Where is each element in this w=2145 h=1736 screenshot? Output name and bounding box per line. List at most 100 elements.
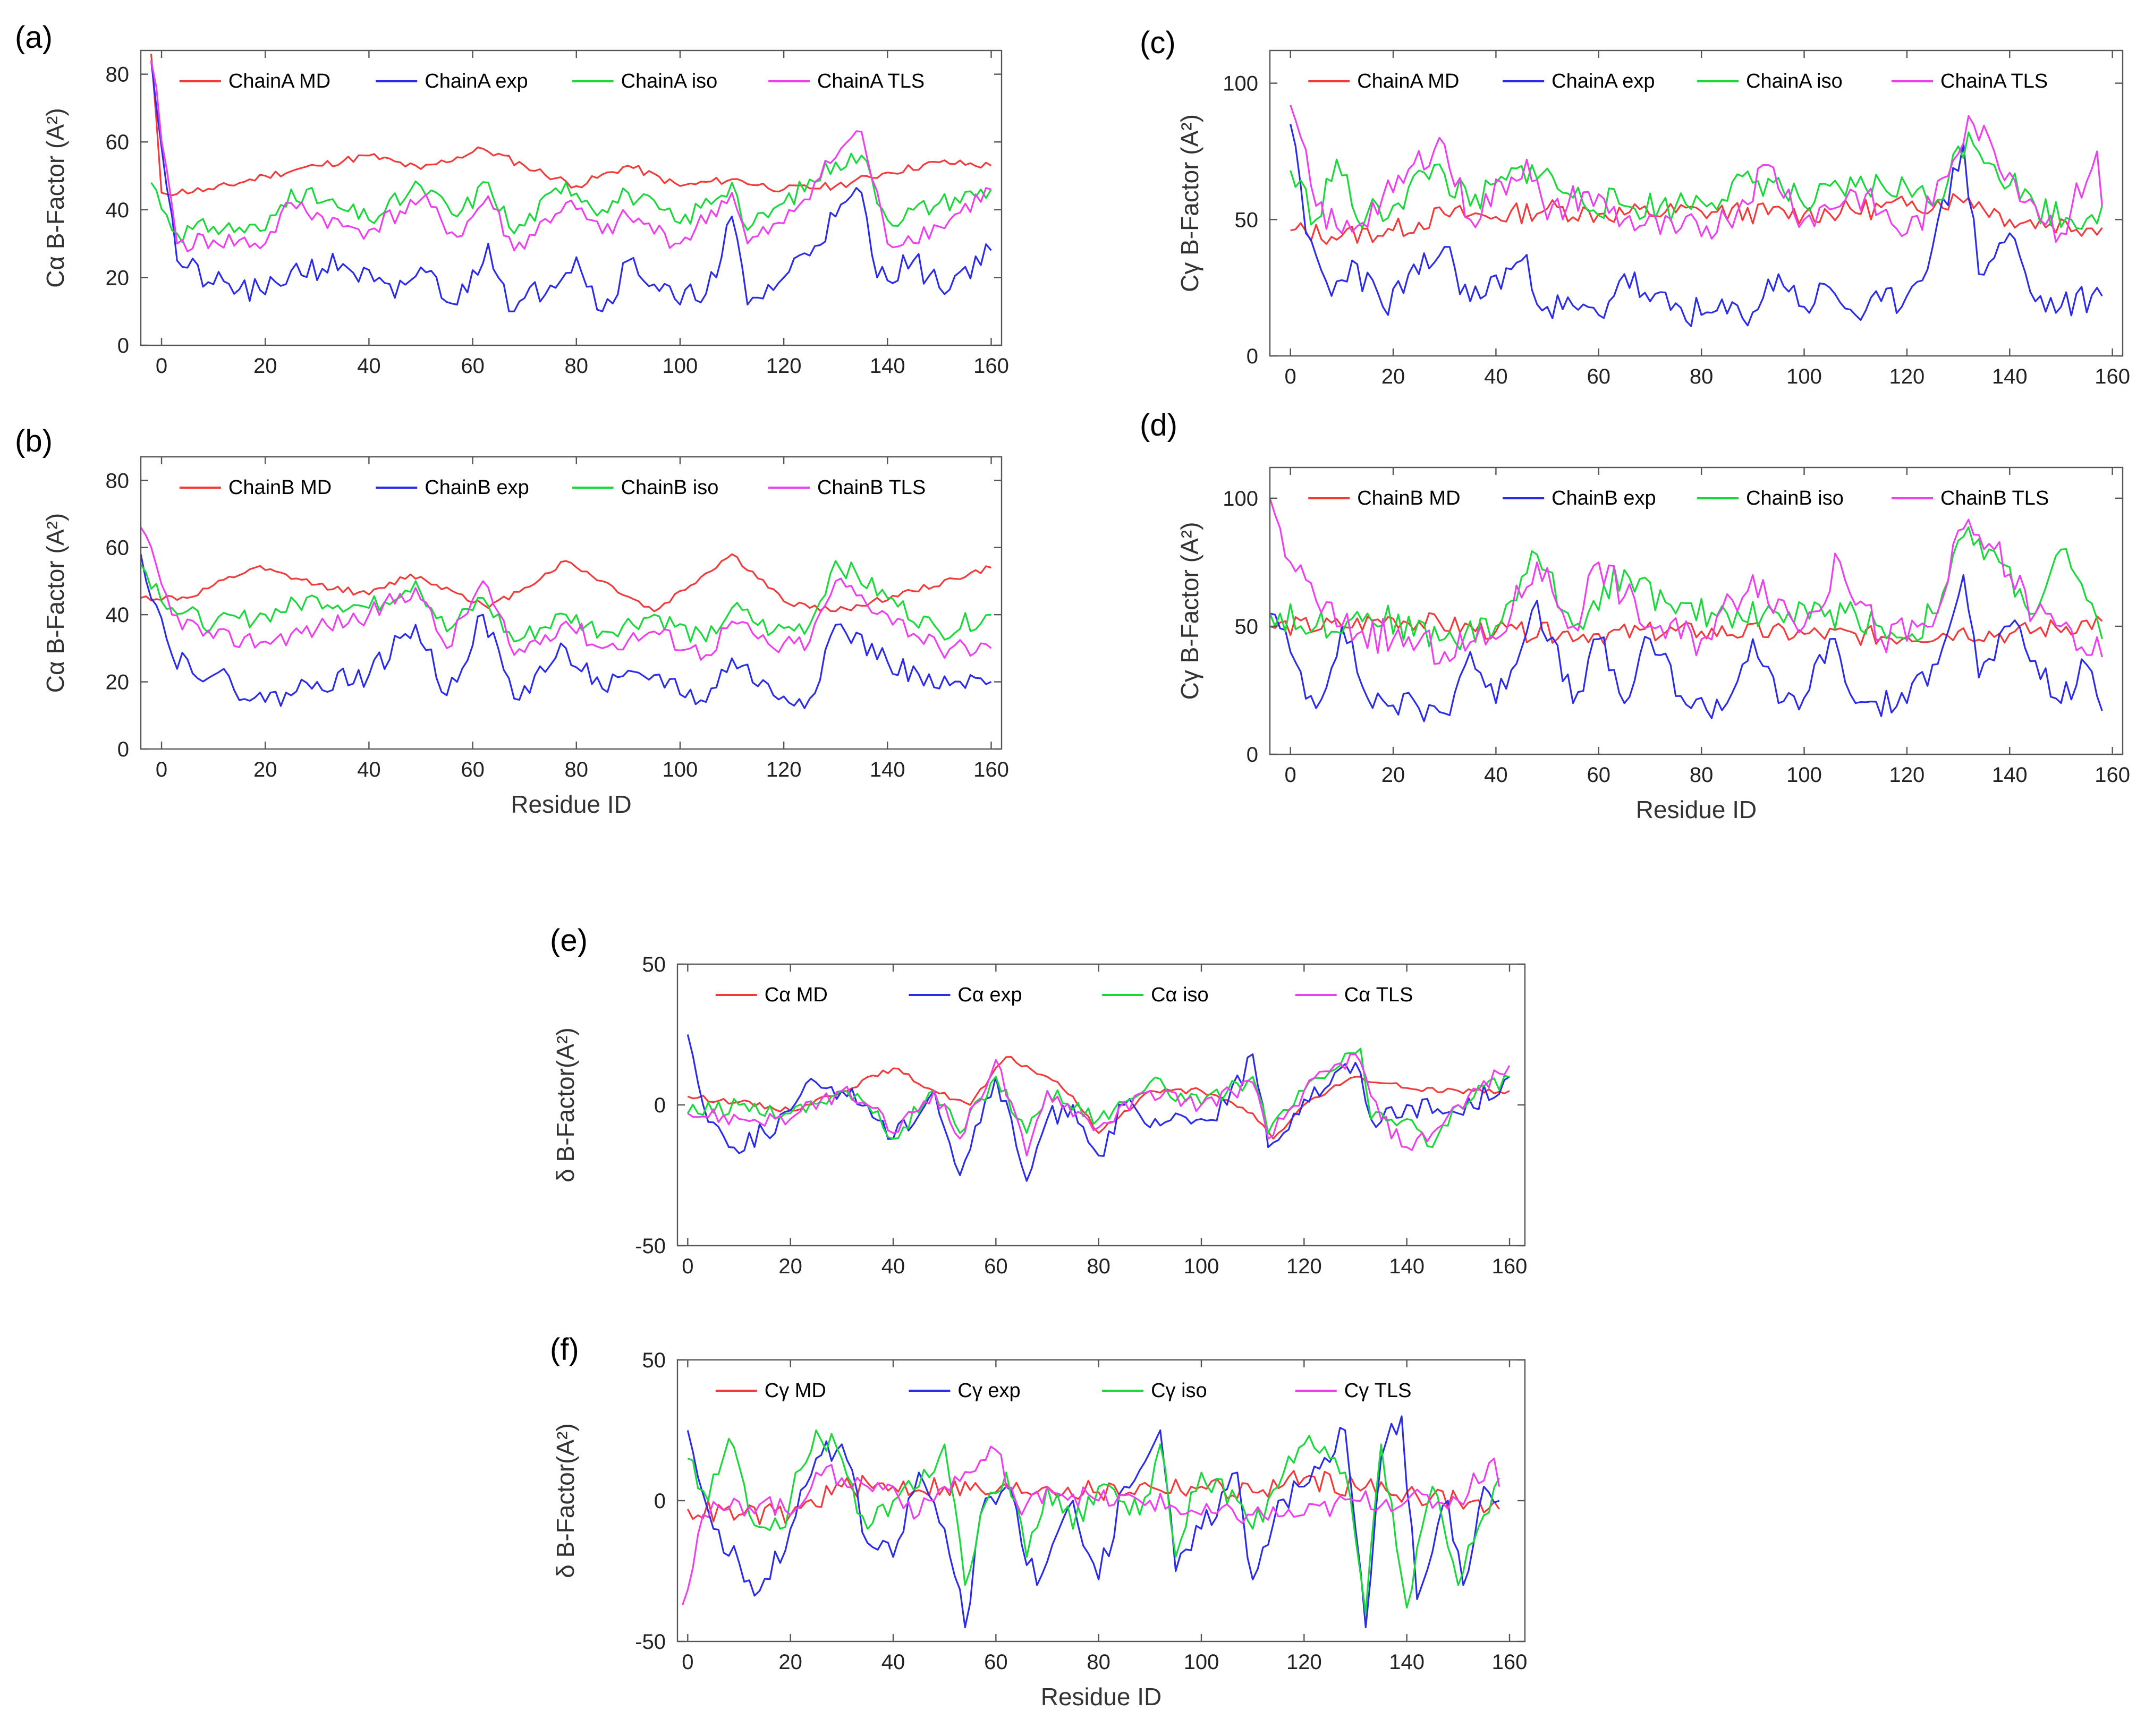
panel-label-f: (f) xyxy=(550,1332,579,1367)
panel-e: (e) 0 20 40 60 80 100 120 140 160 -50 0 50 δ B-Factor… xyxy=(550,923,1527,1278)
x-tick-label-d: 80 xyxy=(1690,763,1714,787)
x-tick-label-d: 120 xyxy=(1889,763,1925,787)
x-tick-label-a: 0 xyxy=(156,354,167,378)
series-group-d xyxy=(1270,498,2103,722)
x-tick-label-d: 100 xyxy=(1786,763,1822,787)
x-tick-label-a: 140 xyxy=(870,354,905,378)
y-tick-label-e: 50 xyxy=(642,953,666,976)
y-axis-label-f: δ B-Factor(A²) xyxy=(552,1423,579,1578)
y-tick-label-a: 60 xyxy=(106,131,130,154)
series-line-f-TLS xyxy=(682,1445,1500,1605)
series-line-d-iso xyxy=(1270,526,2103,651)
y-tick-label-f: -50 xyxy=(635,1630,666,1654)
y-tick-label-a: 20 xyxy=(106,266,130,290)
series-line-c-MD xyxy=(1290,193,2103,245)
series-line-c-exp xyxy=(1290,124,2103,327)
legend-label-a-MD: ChainA MD xyxy=(228,70,330,92)
axes-box-b xyxy=(140,456,1003,750)
panel-label-e: (e) xyxy=(550,923,588,958)
series-line-f-exp xyxy=(686,1415,1500,1629)
series-group-f xyxy=(682,1415,1500,1629)
x-tick-label-a: 20 xyxy=(253,354,277,378)
legend-label-e-iso: Cα iso xyxy=(1151,984,1209,1006)
panel-label-d: (d) xyxy=(1140,408,1177,442)
legend-label-f-MD: Cγ MD xyxy=(765,1380,826,1402)
legend-label-a-TLS: ChainA TLS xyxy=(817,70,925,92)
x-tick-label-f: 140 xyxy=(1389,1650,1425,1674)
y-tick-label-b: 80 xyxy=(106,469,130,492)
x-tick-label-b: 140 xyxy=(870,758,905,781)
legend-label-c-iso: ChainA iso xyxy=(1746,70,1843,92)
axes-box-d xyxy=(1269,466,2124,755)
panel-label-a: (a) xyxy=(15,20,53,55)
series-group-c xyxy=(1290,105,2103,327)
y-tick-label-d: 0 xyxy=(1247,743,1258,767)
x-tick-label-e: 60 xyxy=(984,1255,1008,1278)
x-tick-label-f: 100 xyxy=(1184,1650,1219,1674)
axes-box-c xyxy=(1269,49,2124,357)
y-tick-label-e: -50 xyxy=(635,1235,666,1258)
x-axis-label-b: Residue ID xyxy=(511,790,632,818)
x-tick-label-c: 20 xyxy=(1381,365,1405,388)
y-axis-label-b: Cα B-Factor (A²) xyxy=(41,513,69,693)
legend-label-d-iso: ChainB iso xyxy=(1746,487,1844,509)
y-tick-label-c: 100 xyxy=(1223,72,1258,96)
x-tick-label-f: 120 xyxy=(1286,1650,1322,1674)
x-tick-label-b: 20 xyxy=(253,758,277,781)
x-tick-label-d: 140 xyxy=(1992,763,2028,787)
x-tick-label-c: 80 xyxy=(1690,365,1714,388)
x-tick-label-d: 40 xyxy=(1484,763,1508,787)
series-line-c-iso xyxy=(1290,131,2103,230)
panel-label-c: (c) xyxy=(1140,25,1176,60)
series-line-b-exp xyxy=(141,554,992,709)
x-tick-label-c: 100 xyxy=(1786,365,1822,388)
legend-label-e-MD: Cα MD xyxy=(765,984,828,1006)
panel-a: (a) 0 20 40 60 80 100 120 140 160 0 20 40 60 80 Cα B-Fa… xyxy=(15,20,1009,378)
panel-d: (d) 0 20 40 60 80 100 120 140 160 0 50 100 Cγ B-Facto… xyxy=(1140,408,2130,823)
x-tick-label-e: 80 xyxy=(1087,1255,1110,1278)
series-line-b-iso xyxy=(141,560,991,643)
x-tick-label-d: 20 xyxy=(1381,763,1405,787)
x-tick-label-f: 0 xyxy=(682,1650,693,1674)
series-line-d-exp xyxy=(1270,574,2103,722)
x-tick-label-c: 120 xyxy=(1889,365,1925,388)
x-tick-label-b: 0 xyxy=(156,758,167,781)
legend-label-e-exp: Cα exp xyxy=(957,984,1022,1006)
legend-label-c-exp: ChainA exp xyxy=(1551,70,1655,92)
x-tick-label-e: 20 xyxy=(778,1255,802,1278)
series-line-a-MD xyxy=(150,54,992,197)
y-axis-label-e: δ B-Factor(A²) xyxy=(552,1027,579,1182)
x-tick-label-a: 40 xyxy=(357,354,381,378)
y-tick-label-b: 0 xyxy=(117,738,129,761)
series-group-e xyxy=(686,1034,1511,1182)
x-tick-label-d: 0 xyxy=(1285,763,1296,787)
series-line-a-TLS xyxy=(150,60,991,252)
x-tick-label-e: 100 xyxy=(1184,1255,1219,1278)
y-tick-label-a: 40 xyxy=(106,199,130,222)
x-tick-label-d: 160 xyxy=(2095,763,2130,787)
x-tick-label-a: 160 xyxy=(973,354,1009,378)
legend-label-f-exp: Cγ exp xyxy=(957,1380,1020,1402)
legend-label-a-exp: ChainA exp xyxy=(425,70,528,92)
legend-label-b-exp: ChainB exp xyxy=(425,476,529,499)
y-tick-label-d: 100 xyxy=(1223,487,1258,510)
legend-label-e-TLS: Cα TLS xyxy=(1344,984,1413,1006)
y-tick-label-f: 50 xyxy=(642,1349,666,1372)
x-tick-label-c: 140 xyxy=(1992,365,2028,388)
x-tick-label-e: 140 xyxy=(1389,1255,1425,1278)
series-line-f-iso xyxy=(687,1429,1500,1614)
x-tick-label-c: 60 xyxy=(1587,365,1611,388)
y-tick-label-b: 40 xyxy=(106,603,130,627)
x-tick-label-b: 160 xyxy=(973,758,1009,781)
y-axis-label-d: Cγ B-Factor (A²) xyxy=(1176,522,1203,700)
x-tick-label-f: 40 xyxy=(881,1650,905,1674)
x-tick-label-f: 20 xyxy=(778,1650,802,1674)
legend-label-d-TLS: ChainB TLS xyxy=(1940,487,2049,509)
x-tick-label-a: 60 xyxy=(461,354,485,378)
x-tick-label-e: 120 xyxy=(1286,1255,1322,1278)
x-tick-label-e: 0 xyxy=(682,1255,693,1278)
series-line-e-exp xyxy=(686,1034,1510,1182)
legend-label-b-iso: ChainB iso xyxy=(621,476,719,499)
panel-c: (c) 0 20 40 60 80 100 120 140 160 0 50 100 Cγ B-Facto… xyxy=(1140,25,2130,388)
